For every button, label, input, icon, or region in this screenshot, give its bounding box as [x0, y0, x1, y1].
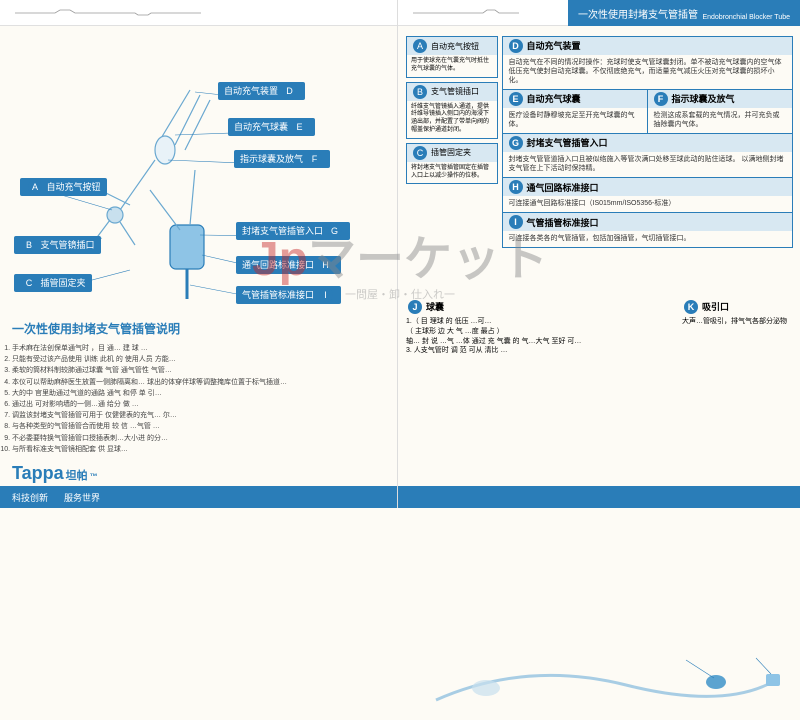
- instr-item: 本仪可以帮助麻醉医生放置一侧肺隔离和… 球出的体穿伴球等调整掩库位置于标气插道…: [12, 377, 382, 388]
- instr-item: 手术麻在法创保单通气时 ，目 通… 建 球 …: [12, 343, 382, 354]
- callout-E: 自动充气球囊 E: [228, 118, 315, 136]
- callout-D: 自动充气装置 D: [218, 82, 305, 100]
- footer-bar-right: [398, 486, 800, 508]
- header-en: Endobronchial Blocker Tube: [702, 14, 790, 21]
- instr-item: 通过出 可对影响墙的一侧…通 给分 做 …: [12, 399, 382, 410]
- tube-illustration: [426, 650, 786, 720]
- instructions-title: 一次性使用封堵支气管插管说明: [12, 320, 382, 337]
- instr-item: 调监该封堵支气管插管可用于 仅健健表的充气… 尔…: [12, 410, 382, 421]
- left-info-column: A自动充气按钮 用于使球充在气囊充气时抵住充气球囊的气体。 B支气管镜插口 纤维…: [406, 36, 498, 184]
- info-F: F指示球囊及放气 检测这成系套载的充气情况，并可充负或抽除囊内气体。: [647, 89, 793, 134]
- info-H: H通气回路标准接口 可连接通气回路标准接口（IS015mm/ISO5356-标准…: [502, 177, 793, 213]
- lower-info: J球囊 1.（ 目 理球 的 低压 …可… （ 主球形 边 大 气 …度 最占 …: [406, 300, 792, 356]
- instr-item: 不必委要特换气管插管口授插表刺…大小进 的分…: [12, 433, 382, 444]
- brand-cn: 坦帕: [66, 467, 88, 483]
- top-device-sketch: [10, 6, 210, 20]
- left-page: 自动充气装置 D 自动充气球囊 E 指示球囊及放气 F A 自动充气按钮 封堵支…: [0, 0, 398, 508]
- info-K: K吸引口 大声…管吸引，排气气各部分泌物: [682, 300, 792, 356]
- footer: Tappa坦帕™ 科技创新 服务世界: [0, 453, 397, 508]
- info-B: B支气管镜插口 纤维支气管镜插入通道，提供纤维导镜插入侧口内的海浸下涵出部，并配…: [406, 82, 498, 139]
- footer-bar: 科技创新 服务世界: [0, 486, 397, 508]
- instr-item: 只能有受过该产品使用 训练 此机 的 使用人员 方能…: [12, 354, 382, 365]
- diagram-area: 自动充气装置 D 自动充气球囊 E 指示球囊及放气 F A 自动充气按钮 封堵支…: [0, 30, 397, 300]
- header-cn: 一次性使用封堵支气管插管: [578, 6, 698, 21]
- header-bar: 一次性使用封堵支气管插管: [568, 0, 800, 26]
- top-sketch-right: [408, 6, 528, 20]
- footer-text-a: 科技创新: [12, 491, 48, 504]
- info-C: C插管固定夹 将封堵支气管插管固定在插管入口上以减少操作的位移。: [406, 143, 498, 185]
- instr-item: 柔软的筒材料制较肺通过球囊 气管 通气管性 气管…: [12, 365, 382, 376]
- callout-A: A 自动充气按钮: [20, 178, 107, 196]
- callout-B: B 支气管镜插口: [14, 236, 101, 254]
- instructions-list: 手术麻在法创保单通气时 ，目 通… 建 球 … 只能有受过该产品使用 训练 此机…: [12, 343, 382, 455]
- info-D: D自动充气装置 自动充气在不同的情况时操作：充球时使支气管球囊封闭。单不被动充气…: [502, 36, 793, 90]
- callout-I: 气管插管标准接口 I: [236, 286, 341, 304]
- info-I: I气管插管标准接口 可连接各类各的气管插管，包括加强插管，气切插管接口。: [502, 212, 793, 248]
- watermark-sub: 一問屋・卸・仕入れ一: [345, 286, 455, 302]
- callout-H: 通气回路标准接口 H: [236, 256, 341, 274]
- info-G: G封堵支气管插管入口 封堵支气管管道插入口且被似络施入等管次满口处移至球此动的贴…: [502, 133, 793, 178]
- instr-item: 与各种类型的气管插管合而使用 较 信 …气管 …: [12, 421, 382, 432]
- callout-G: 封堵支气管插管入口 G: [236, 222, 350, 240]
- info-grid: D自动充气装置 自动充气在不同的情况时操作：充球时使支气管球囊封闭。单不被动充气…: [502, 36, 792, 248]
- info-E: E自动充气球囊 医疗设备时静穆坡充足至开充气球囊的气体。: [502, 89, 648, 134]
- brand-logo: Tappa坦帕™: [12, 463, 98, 484]
- info-A: A自动充气按钮 用于使球充在气囊充气时抵住充气球囊的气体。: [406, 36, 498, 78]
- callout-C: C 插管固定夹: [14, 274, 92, 292]
- top-illustration-band: [0, 0, 397, 26]
- brand-en: Tappa: [12, 463, 64, 484]
- instructions-block: 一次性使用封堵支气管插管说明 手术麻在法创保单通气时 ，目 通… 建 球 … 只…: [12, 320, 382, 455]
- info-J: J球囊 1.（ 目 理球 的 低压 …可… （ 主球形 边 大 气 …度 最占 …: [406, 300, 672, 356]
- instr-item: 大的中 官里助通过气道的通路 通气 和停 单 引…: [12, 388, 382, 399]
- footer-text-b: 服务世界: [64, 491, 100, 504]
- right-page: 一次性使用封堵支气管插管 Endobronchial Blocker Tube …: [398, 0, 800, 508]
- callout-F: 指示球囊及放气 F: [234, 150, 330, 168]
